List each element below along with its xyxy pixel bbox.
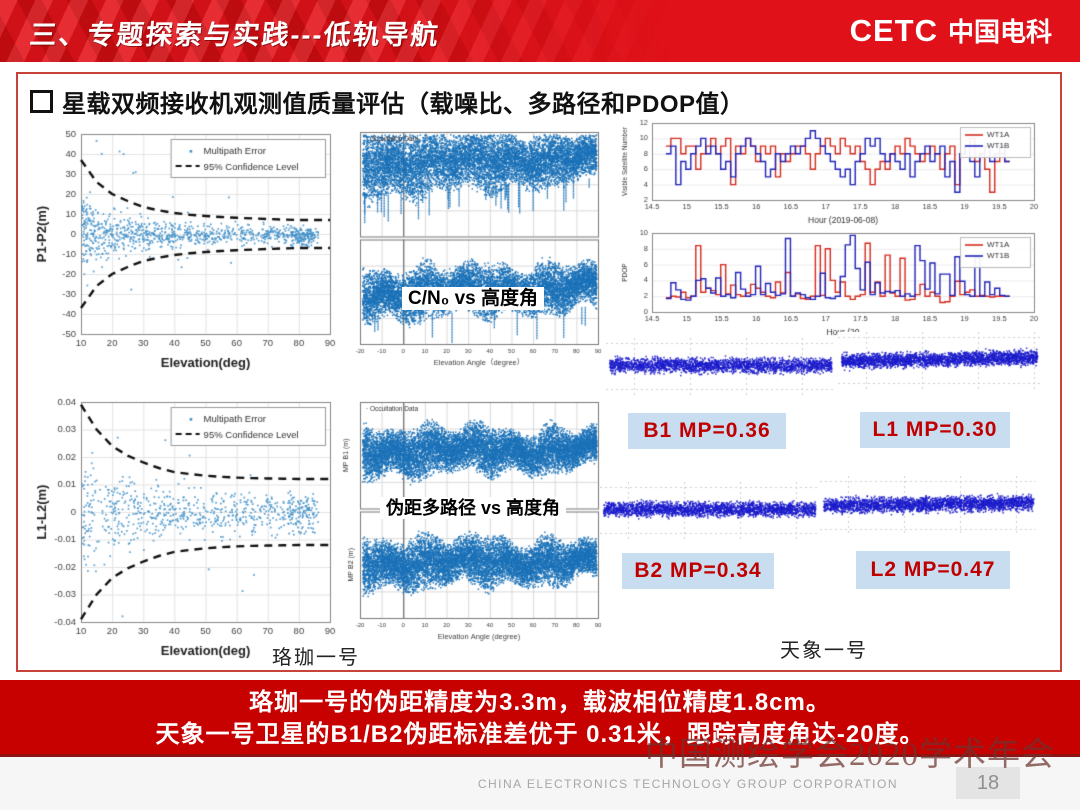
conclusion-banner: 珞珈一号的伪距精度为3.3m，载波相位精度1.8cm。 天象一号卫星的B1/B2…	[0, 680, 1080, 757]
conclusion-line-2: 天象一号卫星的B1/B2伪距标准差优于 0.31米，跟踪高度角达-20度。	[155, 721, 925, 748]
luojia-1-satellite-label: 珞珈一号	[272, 647, 360, 669]
cetc-logo: CETC 中国电科	[850, 12, 1052, 49]
b1-mp-value-badge: B1 MP=0.36	[628, 413, 786, 449]
footer-company-name: CHINA ELECTRONICS TECHNOLOGY GROUP CORPO…	[477, 777, 898, 791]
page-title: 星载双频接收机观测值质量评估（载噪比、多路径和PDOP值）	[30, 84, 745, 119]
chart-visible-satellite-number	[618, 116, 1042, 230]
strip-b1-multipath	[606, 338, 834, 396]
chart-cn0-vs-elevation	[340, 126, 606, 374]
footer: CHINA ELECTRONICS TECHNOLOGY GROUP CORPO…	[0, 757, 1080, 810]
conclusion-line-1: 珞珈一号的伪距精度为3.3m，载波相位精度1.8cm。	[249, 689, 831, 716]
chart-p1p2-multipath	[33, 124, 340, 376]
l1-mp-value-badge: L1 MP=0.30	[860, 412, 1010, 448]
cetc-logo-chinese: 中国电科	[947, 17, 1052, 47]
chart-pseudorange-multipath	[340, 396, 606, 648]
chart-pdop	[618, 226, 1042, 342]
page-title-text: 星载双频接收机观测值质量评估（载噪比、多路径和PDOP值）	[62, 91, 745, 118]
strip-l1-multipath	[838, 332, 1040, 390]
strip-l2-multipath	[820, 476, 1036, 536]
chart-l1l2-multipath	[33, 392, 340, 664]
bullet-square-icon	[30, 90, 53, 113]
page-number: 18	[956, 767, 1020, 799]
b2-mp-value-badge: B2 MP=0.34	[622, 553, 774, 589]
header-banner: 三、专题探索与实践---低轨导航 CETC 中国电科	[0, 0, 1080, 62]
l2-mp-value-badge: L2 MP=0.47	[856, 551, 1010, 589]
strip-b2-multipath	[600, 482, 818, 540]
tianxiang-1-satellite-label: 天象一号	[780, 640, 868, 662]
conference-watermark: 中国测绘学会2020学术年会	[645, 737, 1055, 773]
header-title: 三、专题探索与实践---低轨导航	[28, 20, 442, 50]
cetc-logo-text: CETC	[849, 12, 938, 48]
